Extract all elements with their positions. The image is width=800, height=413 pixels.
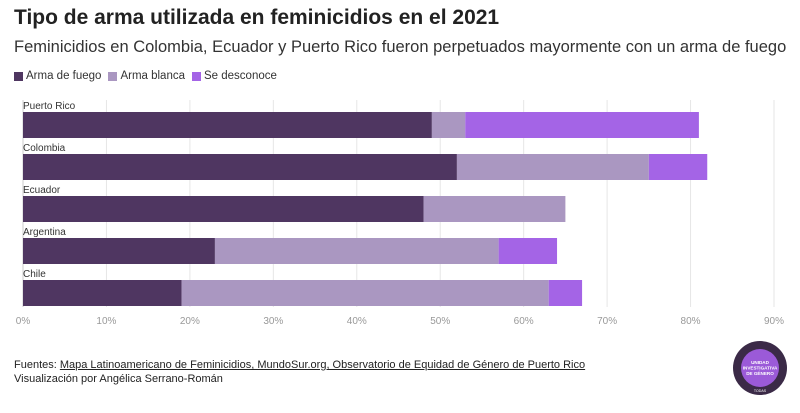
x-tick-label: 80% [681, 316, 701, 327]
legend-item-arma-de-fuego[interactable]: Arma de fuego [14, 70, 101, 82]
x-tick-label: 90% [764, 316, 784, 327]
badge-line3: DE GÉNERO [746, 369, 774, 376]
bar-puerto-rico-arma-blanca[interactable] [431, 112, 466, 138]
chart-subtitle: Feminicidios en Colombia, Ecuador y Puer… [14, 38, 787, 56]
bar-chile-se-desconoce[interactable] [548, 280, 583, 306]
badge-line1: UNIDAD [751, 360, 770, 365]
bar-ecuador-arma-blanca[interactable] [423, 196, 566, 222]
category-label-ecuador: Ecuador [23, 185, 61, 196]
x-tick-label: 50% [430, 316, 450, 327]
category-label-colombia: Colombia [23, 143, 66, 154]
category-label-chile: Chile [23, 269, 46, 280]
bar-colombia-arma-blanca[interactable] [456, 154, 649, 180]
sources-prefix: Fuentes: [14, 359, 60, 371]
legend: Arma de fuego Arma blanca Se desconoce [14, 70, 284, 82]
footer: Fuentes: Mapa Latinoamericano de Feminic… [14, 358, 585, 386]
sources-line: Fuentes: Mapa Latinoamericano de Feminic… [14, 358, 585, 372]
legend-swatch-arma-blanca [108, 71, 118, 81]
category-label-puerto-rico: Puerto Rico [23, 101, 76, 112]
bar-argentina-se-desconoce[interactable] [498, 238, 558, 264]
bar-argentina-arma-de-fuego[interactable] [23, 238, 215, 264]
x-tick-label: 0% [16, 316, 31, 327]
chart-title: Tipo de arma utilizada en feminicidios e… [14, 6, 500, 29]
bar-chile-arma-blanca[interactable] [181, 280, 549, 306]
credit-line: Visualización por Angélica Serrano-Román [14, 373, 223, 385]
x-tick-label: 60% [514, 316, 534, 327]
bar-puerto-rico-se-desconoce[interactable] [465, 112, 699, 138]
legend-swatch-arma-de-fuego [14, 71, 23, 81]
bar-chile-arma-de-fuego[interactable] [23, 280, 182, 306]
x-tick-label: 70% [597, 316, 617, 327]
x-tick-label: 10% [96, 316, 116, 327]
legend-label-arma-blanca: Arma blanca [120, 70, 185, 82]
legend-item-se-desconoce[interactable]: Se desconoce [192, 70, 277, 82]
category-label-argentina: Argentina [23, 227, 66, 238]
legend-label-arma-de-fuego: Arma de fuego [26, 70, 102, 82]
x-tick-label: 30% [263, 316, 283, 327]
legend-label-se-desconoce: Se desconoce [204, 70, 277, 82]
legend-item-arma-blanca[interactable]: Arma blanca [108, 70, 185, 82]
bar-colombia-se-desconoce[interactable] [648, 154, 708, 180]
cpi-badge-logo: UNIDAD INVESTIGATIVA DE GÉNERO TODAS [733, 341, 787, 395]
x-tick-label: 20% [180, 316, 200, 327]
badge-bottom: TODAS [754, 389, 767, 393]
bar-colombia-arma-de-fuego[interactable] [23, 154, 457, 180]
bar-ecuador-arma-de-fuego[interactable] [23, 196, 424, 222]
bar-argentina-arma-blanca[interactable] [214, 238, 499, 264]
badge-line2: INVESTIGATIVA [743, 366, 778, 371]
sources-link[interactable]: Mapa Latinoamericano de Feminicidios, Mu… [59, 359, 586, 371]
bar-puerto-rico-arma-de-fuego[interactable] [23, 112, 432, 138]
legend-swatch-se-desconoce [192, 71, 201, 81]
stacked-bar-chart: 0% 10% 20% 30% 40% 50% 60% 70% 80% 90% Puerto Rico… [16, 100, 784, 327]
x-tick-label: 40% [347, 316, 367, 327]
